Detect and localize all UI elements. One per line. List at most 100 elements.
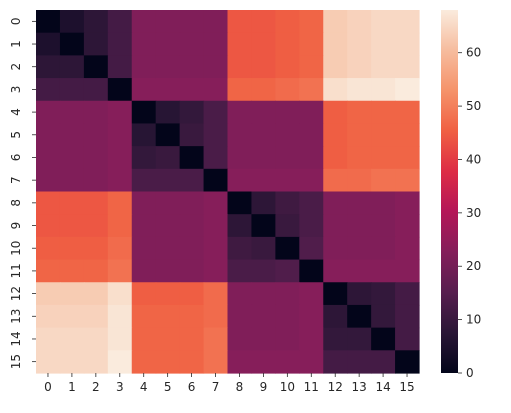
heatmap-cell-0-7 bbox=[203, 10, 229, 34]
y-tick-label-7: 7 bbox=[9, 176, 23, 184]
heatmap-cell-14-3 bbox=[107, 327, 133, 351]
heatmap-cell-11-3 bbox=[107, 259, 133, 283]
heatmap-cell-8-10 bbox=[275, 191, 300, 215]
heatmap-cell-4-3 bbox=[107, 100, 133, 125]
heatmap-cell-15-13 bbox=[347, 350, 372, 374]
heatmap-cell-4-14 bbox=[371, 100, 396, 125]
heatmap-cell-7-14 bbox=[371, 168, 396, 193]
colorbar-tick-label-2: 20 bbox=[466, 259, 481, 273]
heatmap-cell-12-13 bbox=[347, 282, 372, 306]
heatmap-cell-3-5 bbox=[155, 78, 181, 102]
heatmap-cell-10-15 bbox=[395, 236, 420, 261]
heatmap-cell-10-8 bbox=[227, 236, 253, 261]
y-tick-label-15: 15 bbox=[9, 354, 23, 369]
heatmap-cell-8-9 bbox=[251, 191, 276, 215]
y-tick-label-11: 11 bbox=[9, 263, 23, 278]
colorbar-tick-label-5: 50 bbox=[466, 99, 481, 113]
heatmap-cell-13-4 bbox=[131, 304, 157, 329]
heatmap-cell-2-1 bbox=[59, 55, 85, 79]
heatmap-cell-0-9 bbox=[251, 10, 276, 34]
heatmap-cell-10-14 bbox=[371, 236, 396, 261]
heatmap-cell-4-15 bbox=[395, 100, 420, 125]
heatmap-cell-6-12 bbox=[323, 146, 348, 170]
heatmap-cell-3-10 bbox=[275, 78, 300, 102]
heatmap-cell-5-6 bbox=[179, 123, 205, 147]
heatmap-cell-6-1 bbox=[59, 146, 85, 170]
heatmap-cell-3-14 bbox=[371, 78, 396, 102]
heatmap-cell-15-9 bbox=[251, 350, 276, 374]
heatmap-cell-3-11 bbox=[299, 78, 324, 102]
x-tick-label-2: 2 bbox=[92, 380, 100, 394]
heatmap-cell-1-14 bbox=[371, 32, 396, 56]
heatmap-cell-6-3 bbox=[107, 146, 133, 170]
heatmap-cell-5-9 bbox=[251, 123, 276, 147]
heatmap-cell-1-0 bbox=[36, 32, 61, 56]
heatmap-cell-1-13 bbox=[347, 32, 372, 56]
heatmap-cell-14-14 bbox=[371, 327, 396, 351]
heatmap-cell-11-10 bbox=[275, 259, 300, 283]
heatmap-cell-7-13 bbox=[347, 168, 372, 193]
heatmap-cell-7-3 bbox=[107, 168, 133, 193]
heatmap-cell-5-13 bbox=[347, 123, 372, 147]
heatmap-cell-2-0 bbox=[36, 55, 61, 79]
heatmap-cell-5-5 bbox=[155, 123, 181, 147]
heatmap-cell-4-0 bbox=[36, 100, 61, 125]
colorbar-ticks: 0 10 20 30 40 50 60 bbox=[458, 46, 481, 380]
heatmap-cell-9-4 bbox=[131, 214, 157, 238]
heatmap-cell-5-12 bbox=[323, 123, 348, 147]
heatmap-cell-9-6 bbox=[179, 214, 205, 238]
heatmap-cell-12-7 bbox=[203, 282, 229, 306]
heatmap-cell-0-13 bbox=[347, 10, 372, 34]
heatmap-cell-8-7 bbox=[203, 191, 229, 215]
heatmap-cell-3-9 bbox=[251, 78, 276, 102]
heatmap-cell-8-1 bbox=[59, 191, 85, 215]
heatmap-cell-3-15 bbox=[395, 78, 420, 102]
heatmap-cell-10-11 bbox=[299, 236, 324, 261]
heatmap-cell-12-15 bbox=[395, 282, 420, 306]
heatmap-cell-1-1 bbox=[59, 32, 85, 56]
heatmap-cell-6-10 bbox=[275, 146, 300, 170]
heatmap-cell-3-7 bbox=[203, 78, 229, 102]
heatmap-cell-12-0 bbox=[36, 282, 61, 306]
heatmap-cell-13-2 bbox=[83, 304, 109, 329]
heatmap-cell-15-0 bbox=[36, 350, 61, 374]
heatmap-cell-6-13 bbox=[347, 146, 372, 170]
heatmap-cell-1-9 bbox=[251, 32, 276, 56]
heatmap-cell-0-8 bbox=[227, 10, 253, 34]
heatmap-cell-12-9 bbox=[251, 282, 276, 306]
heatmap-cell-8-11 bbox=[299, 191, 324, 215]
heatmap-cell-14-1 bbox=[59, 327, 85, 351]
heatmap-cell-7-9 bbox=[251, 168, 276, 193]
heatmap-cell-15-14 bbox=[371, 350, 396, 374]
heatmap-cell-14-9 bbox=[251, 327, 276, 351]
colorbar-gradient bbox=[441, 10, 458, 373]
y-tick-label-14: 14 bbox=[9, 331, 23, 346]
heatmap-cell-12-12 bbox=[323, 282, 348, 306]
heatmap-cell-1-15 bbox=[395, 32, 420, 56]
heatmap-cell-6-15 bbox=[395, 146, 420, 170]
heatmap-cell-2-7 bbox=[203, 55, 229, 79]
heatmap-cell-9-10 bbox=[275, 214, 300, 238]
colorbar-tick-label-0: 0 bbox=[466, 366, 474, 380]
colorbar-tick-label-4: 40 bbox=[466, 152, 481, 166]
heatmap-cell-9-12 bbox=[323, 214, 348, 238]
heatmap-cell-12-3 bbox=[107, 282, 133, 306]
heatmap-cell-9-9 bbox=[251, 214, 276, 238]
heatmap-cell-1-5 bbox=[155, 32, 181, 56]
heatmap-cell-10-9 bbox=[251, 236, 276, 261]
heatmap-cell-10-6 bbox=[179, 236, 205, 261]
heatmap-cell-12-2 bbox=[83, 282, 109, 306]
heatmap-cell-13-9 bbox=[251, 304, 276, 329]
heatmap-cell-2-11 bbox=[299, 55, 324, 79]
heatmap-cell-12-1 bbox=[59, 282, 85, 306]
heatmap-cell-10-2 bbox=[83, 236, 109, 261]
heatmap-cell-14-5 bbox=[155, 327, 181, 351]
heatmap-cell-7-11 bbox=[299, 168, 324, 193]
heatmap-cell-13-13 bbox=[347, 304, 372, 329]
heatmap-cell-4-10 bbox=[275, 100, 300, 125]
colorbar-tick-label-3: 30 bbox=[466, 206, 481, 220]
heatmap-cell-4-8 bbox=[227, 100, 253, 125]
heatmap-cell-0-6 bbox=[179, 10, 205, 34]
heatmap-cell-12-6 bbox=[179, 282, 205, 306]
heatmap-cell-13-11 bbox=[299, 304, 324, 329]
